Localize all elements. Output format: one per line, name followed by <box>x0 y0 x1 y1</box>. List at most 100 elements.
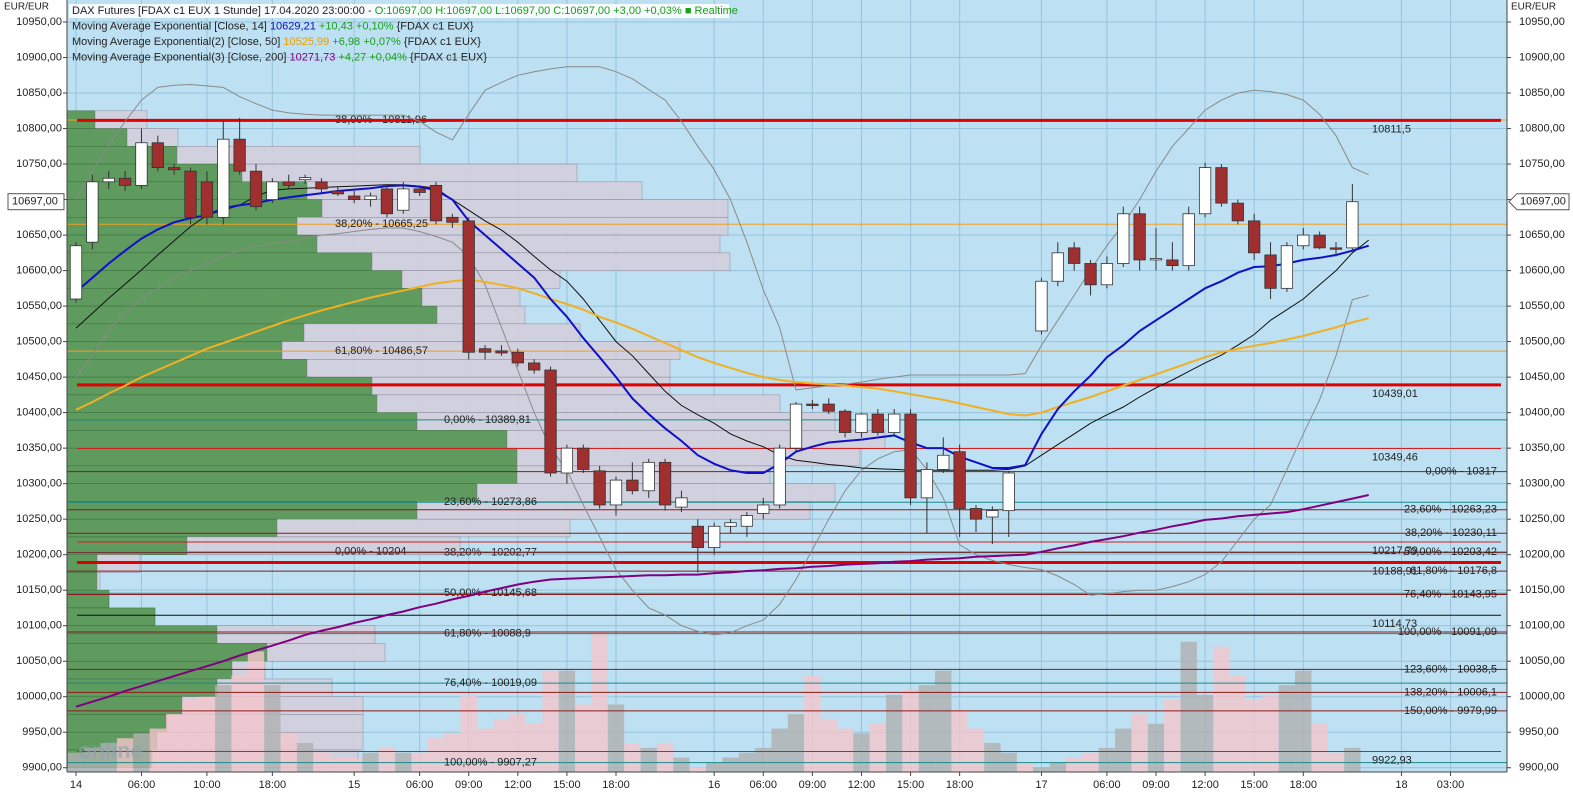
indicator-line <box>75 184 1370 471</box>
volume-bar <box>902 689 919 772</box>
key-level-label: 10114,73 <box>1372 618 1417 630</box>
x-tick-label: 03:00 <box>1437 779 1465 791</box>
legend-change: +6,98 +0,07% <box>332 36 401 48</box>
level-label: 0,00% - 10204 <box>335 546 407 558</box>
candle-body <box>1051 252 1064 282</box>
legend-entry: Moving Average Exponential(2) [Close, 50… <box>72 36 481 48</box>
profile-bar <box>66 305 438 325</box>
candle-body <box>986 510 999 518</box>
level-label: 61,80% - 10486,57 <box>335 345 428 357</box>
y-tick-label: 10250,00 <box>16 513 62 525</box>
y2-tick-label: 10950,00 <box>1519 16 1565 28</box>
y-tick-label: 10600,00 <box>16 264 62 276</box>
volume-bar <box>1295 670 1312 772</box>
indicator-line <box>75 278 1369 417</box>
volume-bar <box>427 738 445 772</box>
x-tick-label: 15:00 <box>553 779 581 791</box>
candle-body <box>1198 167 1212 215</box>
y2-tick-label: 10650,00 <box>1519 229 1565 241</box>
volume-bar <box>640 747 657 772</box>
volume-bar <box>296 743 314 772</box>
level-label: 138,20% - 10006,1 <box>1404 686 1497 698</box>
y-tick-label: 10800,00 <box>16 122 62 134</box>
volume-bar <box>624 743 641 772</box>
y-tick-label: 10750,00 <box>16 158 62 170</box>
candle-body <box>888 413 901 433</box>
session-profile-bar <box>316 234 721 254</box>
session-profile-bar <box>371 252 731 271</box>
realtime-dot: ■ <box>685 5 695 17</box>
volume-bar <box>836 728 854 772</box>
candle-body <box>1231 202 1244 222</box>
legend-text: Moving Average Exponential [Close, 14] <box>72 20 267 32</box>
volume-bar <box>951 709 968 772</box>
x-tick-label: 18 <box>1395 779 1407 791</box>
indicator-line <box>75 66 1369 391</box>
candle-body <box>315 181 328 190</box>
volume-bar <box>1147 723 1165 772</box>
volume-bar <box>706 762 723 772</box>
candle-body <box>364 195 377 200</box>
legend-suffix: Realtime <box>695 5 738 17</box>
profile-bar <box>66 394 378 413</box>
candle-body <box>675 497 688 508</box>
level-label: 123,60% - 10038,5 <box>1404 663 1497 675</box>
candle-body <box>757 504 770 514</box>
y2-tick-label: 10450,00 <box>1519 371 1565 383</box>
profile-bar <box>66 412 418 431</box>
candle-body <box>1117 213 1130 264</box>
y-tick-label: 10350,00 <box>16 442 62 454</box>
volume-bar <box>984 743 1001 772</box>
y-tick-label: 10450,00 <box>16 371 62 383</box>
candle-body <box>184 170 197 218</box>
candle-body <box>1329 247 1343 250</box>
candle-body <box>102 177 115 183</box>
volume-bar <box>149 728 166 772</box>
candle-body <box>69 245 83 300</box>
volume-bar <box>1115 728 1132 772</box>
session-profile-bar <box>306 359 671 378</box>
volume-bar <box>264 685 281 772</box>
candle-body <box>1297 234 1310 247</box>
candle-body <box>446 216 459 223</box>
y2-tick-label: 10050,00 <box>1519 655 1565 667</box>
y-tick-label: 10500,00 <box>16 336 62 348</box>
x-tick-label: 15:00 <box>897 779 925 791</box>
volume-bar <box>1033 767 1050 772</box>
y-tick-label: 10400,00 <box>16 407 62 419</box>
legend-entry: DAX Futures [FDAX c1 EUX 1 Stunde] 17.04… <box>72 5 738 17</box>
candles <box>69 117 1359 573</box>
legend-value: O:10697,00 H:10697,00 L:10697,00 C:10697… <box>375 5 610 17</box>
session-profile-bar <box>186 536 461 555</box>
x-tick-label: 18:00 <box>602 779 630 791</box>
candle-body <box>1100 263 1114 286</box>
volume-bar <box>1066 757 1083 772</box>
candle-body <box>495 350 508 354</box>
x-tick-label: 18:00 <box>259 779 287 791</box>
volume-bar <box>84 747 101 772</box>
candle-body <box>151 142 164 169</box>
session-profile-bar <box>436 305 526 325</box>
x-tick-label: 14 <box>70 779 82 791</box>
x-tick-label: 15:00 <box>1240 779 1268 791</box>
legend-suffix: {FDAX c1 EUX} <box>404 36 481 48</box>
candle-body <box>969 508 983 520</box>
candle-body <box>1264 254 1277 289</box>
level-label: 38,20% - 10230,11 <box>1405 527 1497 539</box>
y-tick-label: 9900,00 <box>22 762 62 774</box>
y2-tick-label: 10000,00 <box>1519 691 1565 703</box>
candle-body <box>1248 220 1261 254</box>
volume-bar <box>755 747 772 772</box>
y-tick-label: 10200,00 <box>16 549 62 561</box>
volume-bar <box>1049 762 1066 772</box>
session-profile-bar <box>266 643 386 662</box>
candle-body <box>724 522 737 527</box>
x-tick-label: 16 <box>708 779 720 791</box>
volume-bar <box>886 694 903 772</box>
candle-body <box>298 177 312 181</box>
legend-text: Moving Average Exponential(2) [Close, 50… <box>72 36 280 48</box>
x-tick-label: 10:00 <box>193 779 221 791</box>
last-price-label: 10697,00 <box>12 196 58 208</box>
candle-body <box>593 470 606 506</box>
